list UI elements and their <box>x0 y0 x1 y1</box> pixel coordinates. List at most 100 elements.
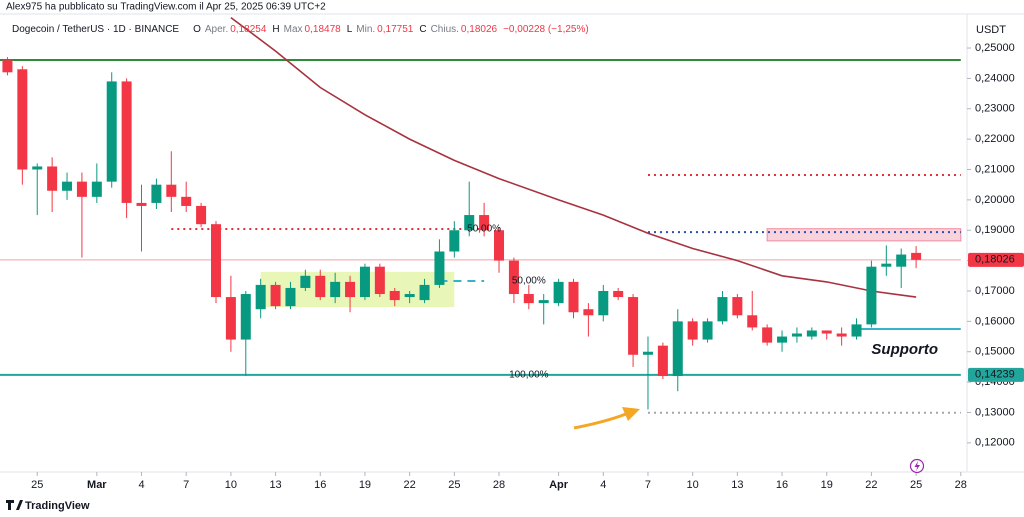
y-tick-label: 0,19000 <box>975 224 1015 236</box>
x-tick-label: 16 <box>776 479 788 491</box>
ohlc-legend: Dogecoin / TetherUS · 1D · BINANCE O Aper.… <box>12 24 589 35</box>
x-tick-label: 22 <box>865 479 877 491</box>
candle-body <box>732 297 743 316</box>
candle-body <box>777 336 788 343</box>
candle-body <box>121 81 132 203</box>
x-tick-label: 10 <box>687 479 699 491</box>
x-tick-label: Apr <box>549 479 569 491</box>
candle-body <box>330 281 341 298</box>
candle-body <box>821 330 832 334</box>
legend-item: 0,18478 <box>305 24 342 35</box>
candle-body <box>494 230 505 261</box>
candle-body <box>62 181 73 191</box>
candle-body <box>91 181 102 197</box>
legend-item: Dogecoin / TetherUS · 1D · BINANCE <box>12 24 179 35</box>
y-tick-label: 0,13000 <box>975 406 1015 418</box>
y-tick-label: 0,22000 <box>975 133 1015 145</box>
candle-body <box>911 252 922 260</box>
candle-body <box>17 69 28 170</box>
candle-body <box>47 166 58 191</box>
candle-body <box>181 196 192 206</box>
candle-body <box>523 294 534 304</box>
candle-body <box>404 294 415 298</box>
x-tick-label: 13 <box>269 479 281 491</box>
candle-body <box>449 230 460 252</box>
brand-logo <box>6 500 23 510</box>
moving-average <box>230 16 917 298</box>
y-tick-label: 0,21000 <box>975 163 1015 175</box>
candle-body <box>389 290 400 301</box>
x-tick-label: 25 <box>31 479 43 491</box>
legend-item: 0,17751 <box>377 24 414 35</box>
legend-item: 0,18254 <box>230 24 267 35</box>
candle-body <box>553 281 564 304</box>
legend-item: Chius. <box>431 24 459 35</box>
y-tick-label: 0,25000 <box>975 42 1015 54</box>
published-note: Alex975 ha pubblicato su TradingView.com… <box>6 2 326 13</box>
candle-body <box>568 281 579 313</box>
candle-body <box>851 324 862 337</box>
candle-body <box>598 290 609 316</box>
candle-body <box>896 254 907 267</box>
y-tick-label: 0,15000 <box>975 346 1015 358</box>
price-unit: USDT <box>976 24 1006 36</box>
candle-body <box>434 251 445 285</box>
y-tick-label: 0,12000 <box>975 437 1015 449</box>
x-tick-label: 13 <box>731 479 743 491</box>
candle-body <box>166 184 177 197</box>
alert-icon <box>909 458 925 474</box>
plot-marks: 50,00% 50,00% 100,00% Supporto <box>2 16 938 410</box>
legend-item: Max <box>284 24 303 35</box>
zone <box>766 228 962 242</box>
y-tick-label: 0,20000 <box>975 194 1015 206</box>
legend-item: O <box>193 24 201 35</box>
arrow <box>573 407 640 430</box>
candle-body <box>538 300 549 304</box>
candle-body <box>687 321 698 340</box>
candle-body <box>270 284 281 307</box>
y-tick-label: 0,16000 <box>975 315 1015 327</box>
x-tick-label: 10 <box>225 479 237 491</box>
annotation: 50,00% <box>467 224 501 235</box>
annotation: 100,00% <box>509 369 549 380</box>
price-tag <box>968 252 1024 267</box>
candle-body <box>583 309 594 316</box>
candle-body <box>866 266 877 325</box>
legend-item: −0,00228 (−1,25%) <box>503 24 589 35</box>
candle-body <box>762 327 773 343</box>
y-tick-label: 0,23000 <box>975 103 1015 115</box>
candle-body <box>836 333 847 337</box>
x-tick-label: 25 <box>910 479 922 491</box>
y-tick-label: 0,24000 <box>975 72 1015 84</box>
x-tick-label: 7 <box>183 479 189 491</box>
candle-body <box>106 81 117 182</box>
candle-body <box>702 321 713 340</box>
price-tag <box>968 367 1024 382</box>
candle-body <box>300 275 311 288</box>
legend-item: Aper. <box>205 24 228 35</box>
candle-body <box>285 287 296 307</box>
legend-item: C <box>419 24 426 35</box>
price-tag-label: 0,18026 <box>975 254 1015 266</box>
candle-body <box>642 351 653 355</box>
legend-item: H <box>272 24 279 35</box>
legend-item: L <box>347 24 353 35</box>
legend-item: Min. <box>356 24 375 35</box>
candle-body <box>240 294 251 340</box>
candle-body <box>2 60 13 73</box>
candle-body <box>345 281 356 298</box>
candle-body <box>613 290 624 298</box>
brand-name: TradingView <box>25 500 90 512</box>
x-tick-label: 4 <box>600 479 606 491</box>
x-tick-label: 22 <box>404 479 416 491</box>
candle-body <box>419 284 430 301</box>
candle-body <box>717 297 728 322</box>
candle-body <box>255 284 266 310</box>
candle-body <box>881 263 892 267</box>
x-tick-label: 28 <box>493 479 505 491</box>
x-tick-label: 16 <box>314 479 326 491</box>
candle-body <box>374 266 385 295</box>
x-tick-label: Mar <box>87 479 107 491</box>
x-tick-label: 19 <box>359 479 371 491</box>
